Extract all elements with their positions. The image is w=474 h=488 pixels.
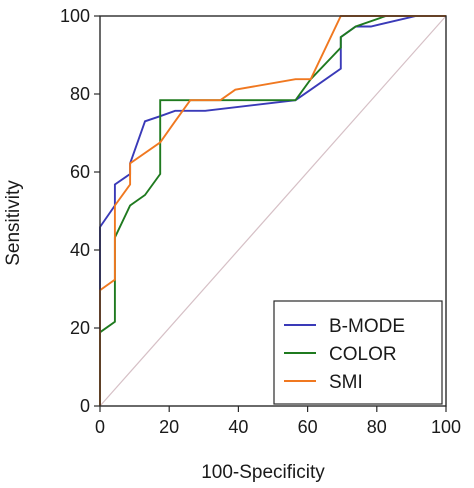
y-tick-label: 20 <box>70 318 90 338</box>
legend-label-b-mode: B-MODE <box>329 316 405 337</box>
plot-area: 0 20 40 60 80 100 0 20 40 60 80 100 100-Specificity S… <box>3 6 461 483</box>
x-tick-label: 80 <box>367 417 387 437</box>
y-tick-label: 100 <box>60 6 90 26</box>
x-tick-label: 60 <box>298 417 318 437</box>
x-tick-label: 100 <box>431 417 461 437</box>
y-tick-label: 80 <box>70 84 90 104</box>
y-tick-label: 60 <box>70 162 90 182</box>
plot-frame <box>99 15 447 407</box>
legend-label-smi: SMI <box>329 372 363 393</box>
legend-label-color: COLOR <box>329 344 397 365</box>
series-line-color <box>99 15 446 406</box>
x-tick-label: 20 <box>159 417 179 437</box>
x-tick-label: 40 <box>228 417 248 437</box>
reference-diagonal-line <box>99 15 447 407</box>
x-axis-title: 100-Specificity <box>201 462 325 483</box>
x-tick-label: 0 <box>95 417 105 437</box>
y-tick-label: 0 <box>80 396 90 416</box>
y-axis-title: Sensitivity <box>3 180 24 266</box>
series-line-smi <box>99 15 446 406</box>
y-tick-label: 40 <box>70 240 90 260</box>
